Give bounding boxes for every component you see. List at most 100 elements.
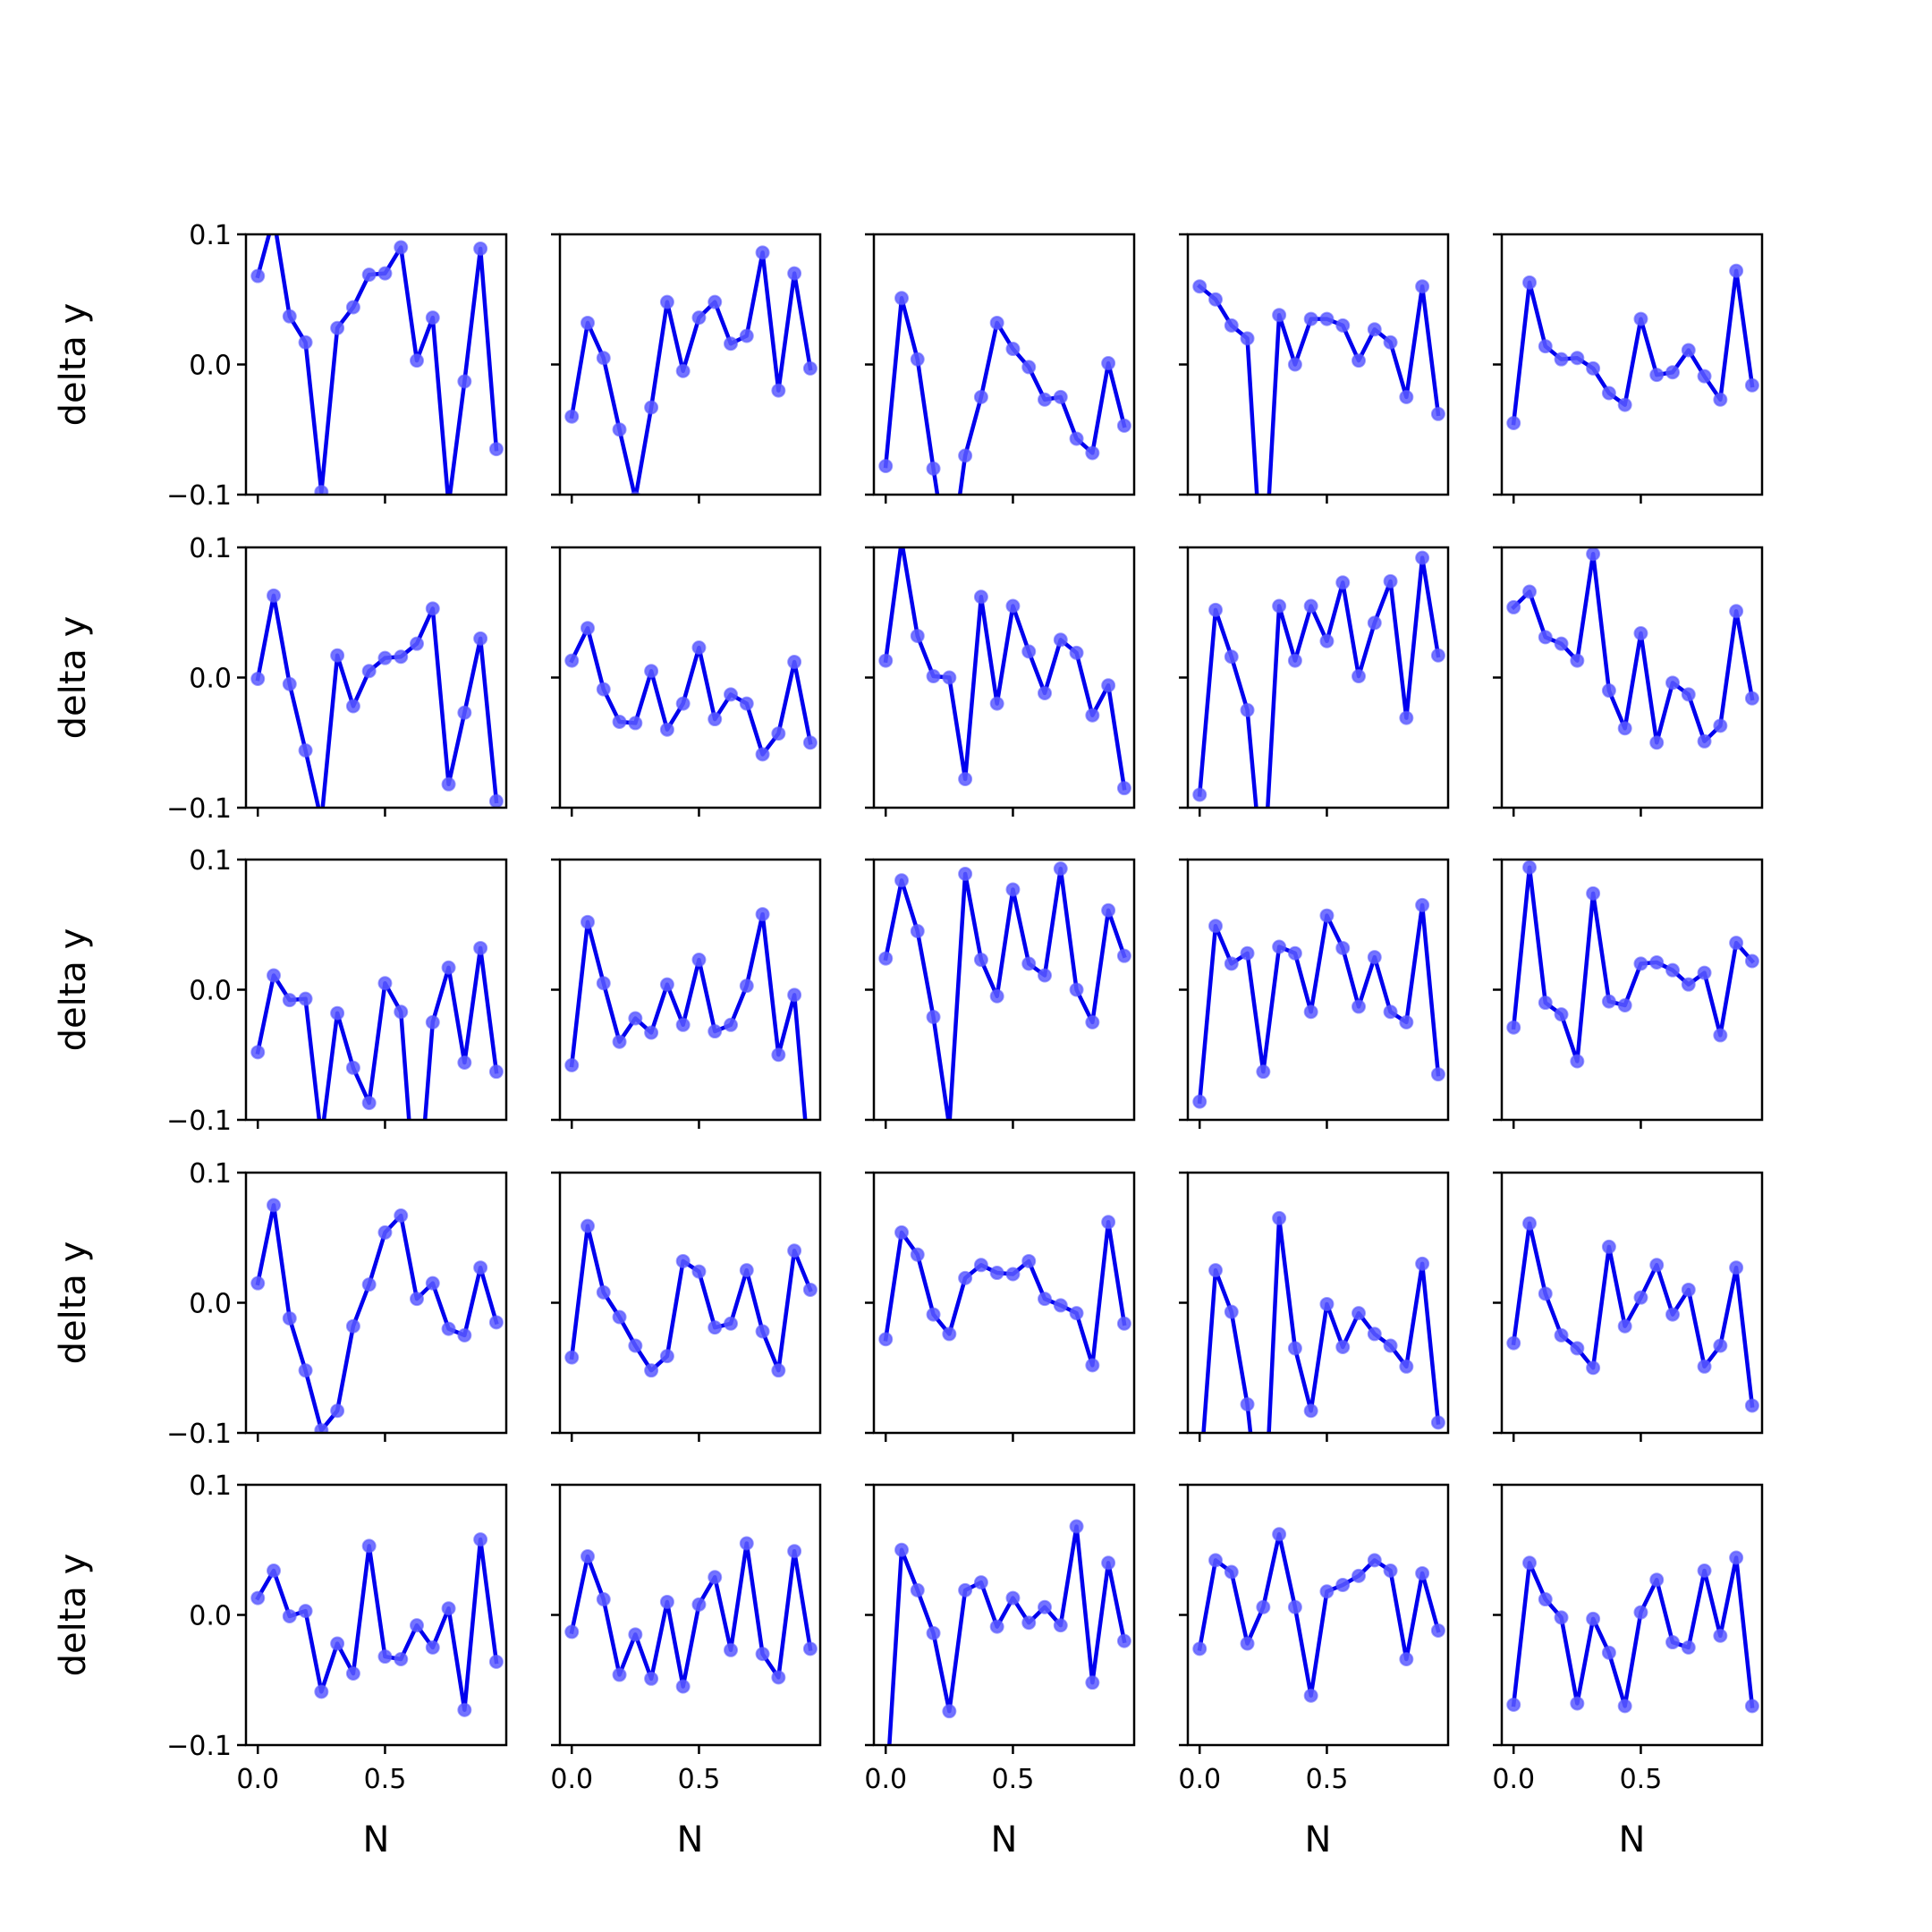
data-point (1586, 547, 1601, 562)
data-point (1665, 1307, 1681, 1322)
data-point (1069, 1519, 1084, 1534)
data-point (1506, 1697, 1521, 1712)
data-point (1005, 882, 1021, 897)
data-point (441, 1321, 456, 1336)
data-point (298, 991, 313, 1006)
data-point (802, 1641, 818, 1657)
data-point (708, 1024, 723, 1039)
data-point (612, 1667, 627, 1682)
data-point (473, 1260, 488, 1275)
data-point (1538, 996, 1553, 1011)
data-point (1415, 897, 1430, 912)
data-point (1586, 360, 1601, 376)
data-point (973, 1575, 988, 1590)
data-point (691, 640, 707, 656)
data-point (361, 1096, 377, 1111)
x-axis-label: N (1619, 1819, 1646, 1860)
data-point (1570, 653, 1585, 668)
data-point (1633, 1290, 1648, 1305)
data-point (1101, 902, 1116, 918)
data-point (282, 1310, 297, 1326)
data-point (361, 1277, 377, 1292)
data-point (1319, 1296, 1335, 1311)
data-point (1367, 1553, 1382, 1568)
data-point (1415, 550, 1430, 565)
data-point (1713, 392, 1728, 407)
data-point (1021, 644, 1037, 659)
plot-area (564, 621, 818, 762)
data-point (1240, 945, 1255, 961)
data-point (787, 1243, 802, 1258)
y-tick-label: 0.1 (189, 1470, 232, 1502)
data-point (1287, 1599, 1302, 1614)
data-point (282, 1608, 297, 1623)
data-point (1713, 1028, 1728, 1043)
data-point (1272, 598, 1287, 614)
data-point (457, 705, 472, 720)
x-tick-label: 0.0 (1492, 1764, 1535, 1795)
data-point (1053, 632, 1068, 648)
data-point (691, 953, 707, 968)
data-point (1383, 335, 1398, 350)
data-point (377, 1649, 393, 1665)
subplot-r1-c3 (865, 233, 1136, 504)
data-point (1069, 1306, 1084, 1321)
data-point (488, 793, 504, 808)
data-point (1021, 1253, 1037, 1268)
data-point (330, 648, 345, 663)
data-point (314, 485, 329, 495)
data-point (1430, 1623, 1445, 1638)
data-point (1005, 1590, 1021, 1606)
data-point (361, 1538, 377, 1554)
data-point (1522, 1216, 1538, 1231)
data-point (473, 242, 488, 256)
data-point (612, 1309, 627, 1325)
data-point (1729, 936, 1744, 951)
data-point (659, 294, 674, 309)
x-tick-label: 0.5 (992, 1764, 1035, 1795)
data-point (1224, 649, 1239, 665)
data-point (488, 442, 504, 457)
series-line (1201, 1216, 1441, 1433)
series-line (569, 1541, 813, 1689)
data-point (1617, 1318, 1632, 1334)
series-line (1511, 552, 1755, 745)
data-point (1729, 263, 1744, 278)
data-point (1224, 1564, 1239, 1580)
data-point (942, 670, 957, 685)
plot-area (250, 1532, 504, 1717)
plot-area (1506, 547, 1759, 750)
data-point (298, 742, 313, 758)
data-point (755, 747, 770, 762)
data-point (1116, 1633, 1131, 1648)
subplot-r4-c5 (1493, 1171, 1764, 1442)
data-point (1367, 950, 1382, 965)
data-point (1367, 1326, 1382, 1342)
data-point (612, 1034, 627, 1049)
data-point (1538, 1286, 1553, 1301)
data-point (1633, 626, 1648, 641)
data-point (894, 1542, 910, 1557)
data-point (1303, 598, 1318, 614)
data-point (1038, 1599, 1053, 1614)
data-point (282, 676, 297, 691)
data-point (1744, 377, 1759, 393)
data-point (910, 1247, 925, 1262)
subplot-r1-c5 (1493, 233, 1764, 504)
data-point (1713, 718, 1728, 733)
data-point (675, 696, 691, 711)
data-point (473, 940, 488, 955)
data-point (473, 631, 488, 646)
x-tick-label: 0.0 (864, 1764, 907, 1795)
subplot-r1-c4 (1179, 233, 1450, 504)
data-point (1617, 997, 1632, 1013)
data-point (659, 977, 674, 992)
plot-area (1506, 263, 1759, 430)
data-point (1744, 1398, 1759, 1413)
data-point (724, 336, 739, 352)
data-point (1538, 339, 1553, 354)
data-point (755, 245, 770, 260)
data-point (1713, 1628, 1728, 1643)
